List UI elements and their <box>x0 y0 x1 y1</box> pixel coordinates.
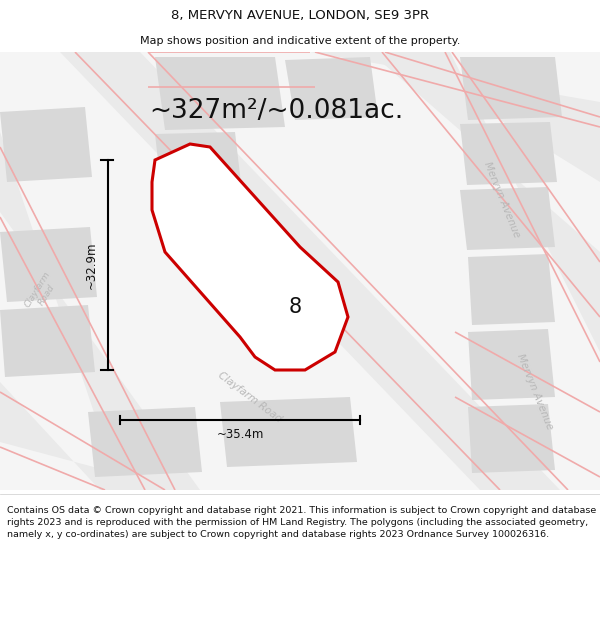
Text: 8: 8 <box>289 297 302 317</box>
Text: Clayfarm
Road: Clayfarm Road <box>23 269 61 314</box>
Polygon shape <box>0 305 95 377</box>
Text: Map shows position and indicative extent of the property.: Map shows position and indicative extent… <box>140 36 460 46</box>
Polygon shape <box>155 57 285 130</box>
Polygon shape <box>88 407 202 477</box>
Polygon shape <box>460 122 557 185</box>
Polygon shape <box>0 107 92 182</box>
Polygon shape <box>460 57 562 120</box>
Polygon shape <box>468 254 555 325</box>
Polygon shape <box>60 52 560 490</box>
Text: Clayfarm Road: Clayfarm Road <box>216 370 284 424</box>
Polygon shape <box>468 404 555 473</box>
Polygon shape <box>285 57 378 120</box>
Text: ~35.4m: ~35.4m <box>217 428 263 441</box>
Text: 8, MERVYN AVENUE, LONDON, SE9 3PR: 8, MERVYN AVENUE, LONDON, SE9 3PR <box>171 9 429 22</box>
Text: ~32.9m: ~32.9m <box>85 241 98 289</box>
Polygon shape <box>220 397 357 467</box>
Polygon shape <box>460 187 555 250</box>
Polygon shape <box>370 52 600 352</box>
Polygon shape <box>0 227 97 302</box>
Polygon shape <box>0 382 180 490</box>
Polygon shape <box>310 52 600 182</box>
Polygon shape <box>152 144 348 370</box>
Text: Mervyn Avenue: Mervyn Avenue <box>515 352 555 431</box>
Polygon shape <box>0 132 200 490</box>
Text: ~327m²/~0.081ac.: ~327m²/~0.081ac. <box>149 98 403 124</box>
Polygon shape <box>468 329 555 400</box>
Polygon shape <box>155 132 242 195</box>
Text: Contains OS data © Crown copyright and database right 2021. This information is : Contains OS data © Crown copyright and d… <box>7 506 596 539</box>
Polygon shape <box>0 52 600 490</box>
Text: Mervyn Avenue: Mervyn Avenue <box>482 161 522 239</box>
